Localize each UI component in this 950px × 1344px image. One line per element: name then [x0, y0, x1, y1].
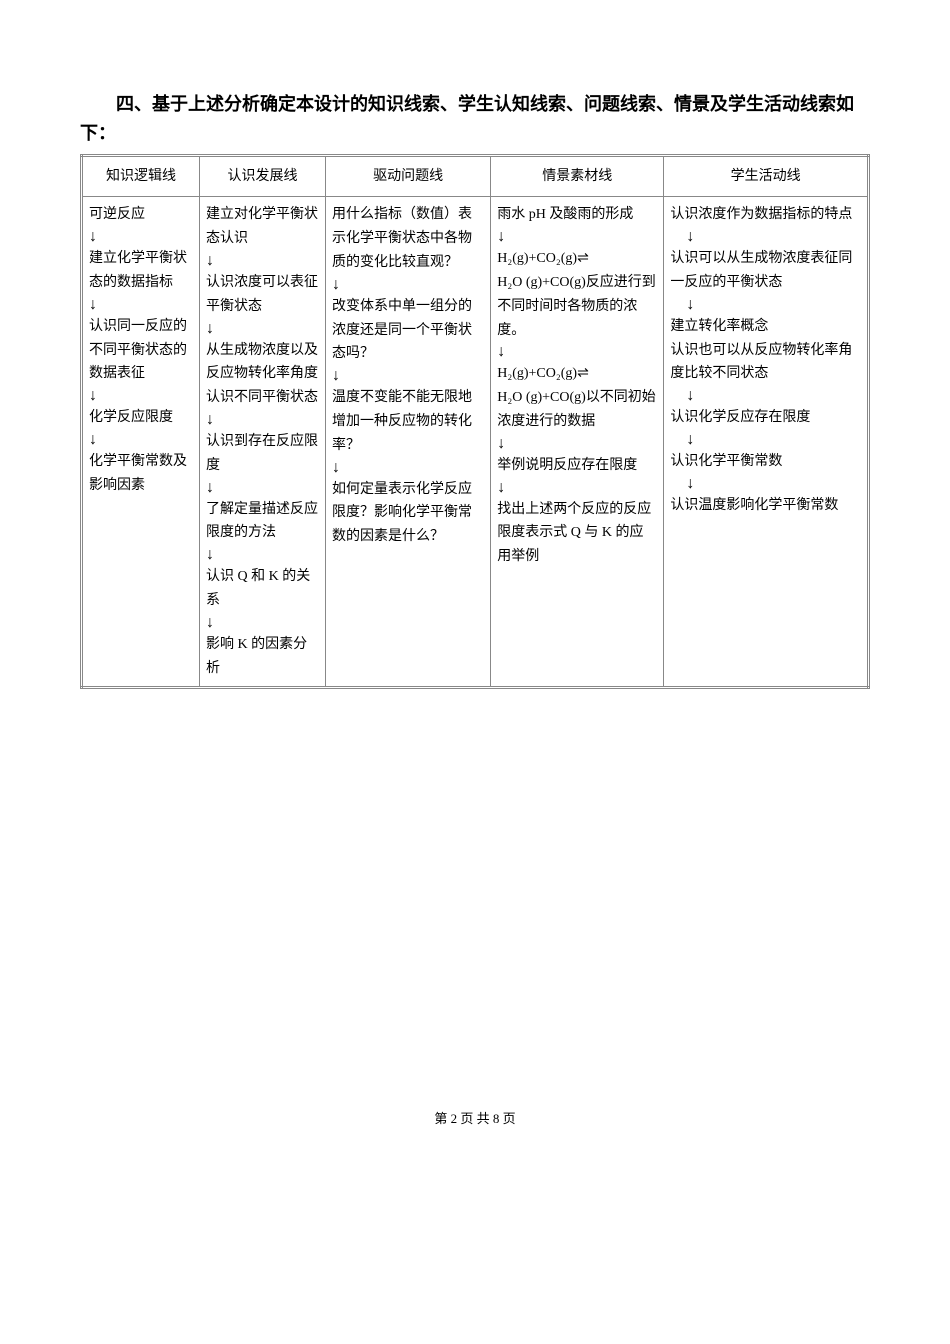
c3-p4: 如何定量表示化学反应限度？影响化学平衡常数的因素是什么？: [332, 482, 472, 545]
down-arrow-icon: ↓: [206, 412, 319, 428]
header-col5: 学生活动线: [664, 155, 869, 197]
c4-p4: 举例说明反应存在限度: [497, 458, 637, 473]
c5-p7: 认识温度影响化学平衡常数: [670, 498, 838, 513]
main-table: 知识逻辑线 认识发展线 驱动问题线 情景素材线 学生活动线 可逆反应 ↓ 建立化…: [80, 154, 870, 690]
down-arrow-icon: ↓: [89, 297, 193, 313]
down-arrow-icon: ↓: [670, 388, 861, 404]
c4-p2a: H₂(g)+CO₂(g)⇌: [497, 251, 589, 266]
c5-p2: 认识可以从生成物浓度表征同一反应的平衡状态: [670, 251, 852, 290]
down-arrow-icon: ↓: [89, 229, 193, 245]
down-arrow-icon: ↓: [332, 460, 484, 476]
cell-col1: 可逆反应 ↓ 建立化学平衡状态的数据指标 ↓ 认识同一反应的不同平衡状态的数据表…: [82, 197, 200, 688]
header-col1: 知识逻辑线: [82, 155, 200, 197]
cell-col5: 认识浓度作为数据指标的特点 ↓ 认识可以从生成物浓度表征同一反应的平衡状态 ↓ …: [664, 197, 869, 688]
down-arrow-icon: ↓: [332, 368, 484, 384]
c5-p1: 认识浓度作为数据指标的特点: [670, 207, 852, 222]
down-arrow-icon: ↓: [497, 344, 657, 360]
c5-p5: 认识化学反应存在限度: [670, 410, 810, 425]
down-arrow-icon: ↓: [206, 321, 319, 337]
c1-p1: 可逆反应: [89, 207, 145, 222]
down-arrow-icon: ↓: [497, 436, 657, 452]
c2-p5: 了解定量描述反应限度的方法: [206, 502, 318, 541]
table-body-row: 可逆反应 ↓ 建立化学平衡状态的数据指标 ↓ 认识同一反应的不同平衡状态的数据表…: [82, 197, 869, 688]
page-footer: 第 2 页 共 8 页: [80, 1109, 870, 1129]
c2-p4: 认识到存在反应限度: [206, 434, 318, 473]
c4-p3a: H₂(g)+CO₂(g)⇌: [497, 366, 589, 381]
down-arrow-icon: ↓: [497, 229, 657, 245]
cell-col2: 建立对化学平衡状态认识 ↓ 认识浓度可以表征平衡状态 ↓ 从生成物浓度以及反应物…: [200, 197, 326, 688]
c5-p4: 认识也可以从反应物转化率角度比较不同状态: [670, 343, 852, 382]
c5-p6: 认识化学平衡常数: [670, 454, 782, 469]
c2-p3: 从生成物浓度以及反应物转化率角度认识不同平衡状态: [206, 343, 318, 406]
down-arrow-icon: ↓: [206, 253, 319, 269]
c4-p5: 找出上述两个反应的反应限度表示式 Q 与 K 的应用举例: [497, 502, 651, 565]
down-arrow-icon: ↓: [670, 476, 861, 492]
down-arrow-icon: ↓: [206, 480, 319, 496]
c2-p6: 认识 Q 和 K 的关系: [206, 569, 310, 608]
c4-p1: 雨水 pH 及酸雨的形成: [497, 207, 633, 222]
down-arrow-icon: ↓: [89, 388, 193, 404]
table-header-row: 知识逻辑线 认识发展线 驱动问题线 情景素材线 学生活动线: [82, 155, 869, 197]
section-heading: 四、基于上述分析确定本设计的知识线索、学生认知线索、问题线索、情景及学生活动线索…: [80, 90, 870, 148]
c1-p2: 建立化学平衡状态的数据指标: [89, 251, 187, 290]
c3-p1: 用什么指标（数值）表示化学平衡状态中各物质的变化比较直观？: [332, 207, 472, 270]
down-arrow-icon: ↓: [670, 229, 861, 245]
c3-p3: 温度不变能不能无限地增加一种反应物的转化率？: [332, 390, 472, 453]
down-arrow-icon: ↓: [497, 480, 657, 496]
down-arrow-icon: ↓: [89, 432, 193, 448]
header-col4: 情景素材线: [491, 155, 664, 197]
c4-p3b: H₂O (g)+CO(g)以不同初始浓度进行的数据: [497, 390, 656, 429]
c4-p2b: H₂O (g)+CO(g)反应进行到不同时间时各物质的浓度。: [497, 275, 656, 338]
c1-p5: 化学平衡常数及影响因素: [89, 454, 187, 493]
c2-p1: 建立对化学平衡状态认识: [206, 207, 318, 246]
c2-p2: 认识浓度可以表征平衡状态: [206, 275, 318, 314]
down-arrow-icon: ↓: [206, 615, 319, 631]
c2-p7: 影响 K 的因素分析: [206, 637, 307, 676]
down-arrow-icon: ↓: [670, 432, 861, 448]
down-arrow-icon: ↓: [670, 297, 861, 313]
cell-col3: 用什么指标（数值）表示化学平衡状态中各物质的变化比较直观？ ↓ 改变体系中单一组…: [325, 197, 490, 688]
c1-p4: 化学反应限度: [89, 410, 173, 425]
c1-p3: 认识同一反应的不同平衡状态的数据表征: [89, 319, 187, 382]
cell-col4: 雨水 pH 及酸雨的形成 ↓ H₂(g)+CO₂(g)⇌ H₂O (g)+CO(…: [491, 197, 664, 688]
c5-p3: 建立转化率概念: [670, 319, 768, 334]
header-col2: 认识发展线: [200, 155, 326, 197]
c3-p2: 改变体系中单一组分的浓度还是同一个平衡状态吗？: [332, 299, 472, 362]
down-arrow-icon: ↓: [206, 547, 319, 563]
down-arrow-icon: ↓: [332, 277, 484, 293]
header-col3: 驱动问题线: [325, 155, 490, 197]
